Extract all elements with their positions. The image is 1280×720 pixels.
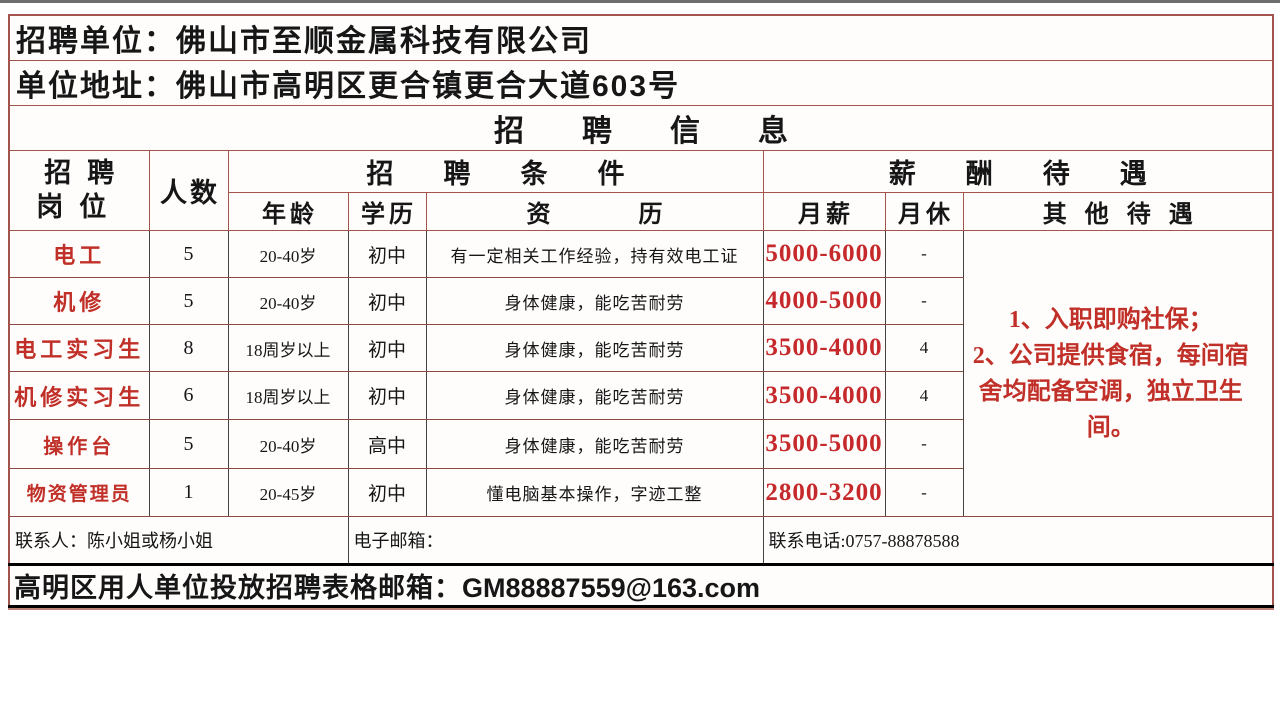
cell-experience: 身体健康，能吃苦耐劳 [425,277,764,325]
cell-position: 物资管理员 [8,468,150,517]
recruitment-table: 招聘单位：佛山市至顺金属科技有限公司 单位地址：佛山市高明区更合镇更合大道603… [8,14,1274,608]
cell-count: 6 [148,371,229,420]
cell-rest: - [884,419,964,469]
table-row: 操作台 5 20-40岁 高中 身体健康，能吃苦耐劳 3500-5000 - [8,419,1273,469]
cell-education: 初中 [347,371,427,420]
submit-email-address: GM88887559@163.com [462,573,761,603]
cell-count: 5 [148,419,229,469]
recruitment-sheet: 招聘单位：佛山市至顺金属科技有限公司 单位地址：佛山市高明区更合镇更合大道603… [8,14,1274,608]
cell-rest: - [884,468,964,517]
header-cell-position: 招聘岗位 [8,150,150,231]
contact-phone-cell: 联系电话:0757-88878588 [762,516,1274,565]
benefit-line-1: 1、入职即购社保； [1008,306,1213,333]
cell-experience: 懂电脑基本操作，字迹工整 [425,468,764,517]
cell-rest: 4 [884,324,964,372]
table-row: 电工实习生 8 18周岁以上 初中 身体健康，能吃苦耐劳 3500-4000 4 [8,324,1273,372]
address-suffix: 号 [648,70,681,103]
cell-education: 高中 [347,419,427,469]
table-row: 机修 5 20-40岁 初中 身体健康，能吃苦耐劳 4000-5000 - [8,277,1273,325]
cell-salary: 3500-4000 [762,324,886,372]
info-title-cell: 招聘信息 [8,105,1274,151]
header-cell-count: 人数 [148,150,229,231]
cell-salary: 5000-6000 [762,230,886,278]
cell-position: 机修实习生 [8,371,150,420]
cell-count: 5 [148,277,229,325]
benefits-cell: 1、入职即购社保； 2、公司提供食宿，每间宿舍均配备空调，独立卫生间。 [962,230,1274,517]
table-row: 电工 5 20-40岁 初中 有一定相关工作经验，持有效电工证 5000-600… [8,230,1274,517]
cell-education: 初中 [347,468,427,517]
cell-count: 1 [148,468,229,517]
cell-count: 8 [148,324,229,372]
unit-address-cell: 单位地址：佛山市高明区更合镇更合大道603号 [8,60,1274,106]
cell-salary: 3500-4000 [762,371,886,420]
cell-age: 18周岁以上 [227,324,349,372]
header-group-conditions: 招聘条件 [227,150,764,193]
cell-age: 18周岁以上 [227,371,349,420]
cell-age: 20-40岁 [227,277,349,325]
unit-address-text: 单位地址：佛山市高明区更合镇更合大道 [16,70,592,103]
cell-salary: 3500-5000 [762,419,886,469]
cell-education: 初中 [347,230,427,278]
table-row: 机修实习生 6 18周岁以上 初中 身体健康，能吃苦耐劳 3500-4000 4 [8,371,1273,420]
cell-position: 操作台 [8,419,150,469]
recruit-unit-text: 招聘单位：佛山市至顺金属科技有限公司 [16,25,592,58]
benefit-line-2: 2、公司提供食宿，每间宿舍均配备空调，独立卫生间。 [972,342,1249,441]
cell-education: 初中 [347,277,427,325]
cell-rest: 4 [884,371,964,420]
cell-age: 20-40岁 [227,230,349,278]
cell-experience: 身体健康，能吃苦耐劳 [425,419,764,469]
header-cell-monthly-salary: 月薪 [762,192,886,231]
cell-rest: - [884,230,964,278]
cell-experience: 身体健康，能吃苦耐劳 [425,324,764,372]
submit-email-cell: 高明区用人单位投放招聘表格邮箱：GM88887559@163.com [8,563,1274,608]
submit-email-label: 高明区用人单位投放招聘表格邮箱： [14,573,462,603]
header-cell-other-benefits: 其他待遇 [962,192,1274,231]
cell-salary: 4000-5000 [762,277,886,325]
header-cell-monthly-rest: 月休 [884,192,964,231]
info-title-text: 招聘信息 [494,115,846,148]
address-number: 603 [592,70,649,103]
header-cell-education: 学历 [347,192,427,231]
cell-education: 初中 [347,324,427,372]
table-row: 物资管理员 1 20-45岁 初中 懂电脑基本操作，字迹工整 2800-3200… [8,468,1273,517]
scan-artifact-line [0,0,1280,3]
header-group-salary: 薪酬待遇 [762,150,1274,193]
cell-salary: 2800-3200 [762,468,886,517]
header-cell-age: 年龄 [227,192,349,231]
cell-experience: 身体健康，能吃苦耐劳 [425,371,764,420]
cell-position: 电工 [8,230,150,278]
contact-person-cell: 联系人：陈小姐或杨小姐 [8,516,349,565]
cell-rest: - [884,277,964,325]
email-label-cell: 电子邮箱： [347,516,764,565]
cell-age: 20-45岁 [227,468,349,517]
cell-experience: 有一定相关工作经验，持有效电工证 [425,230,764,278]
cell-position: 机修 [8,277,150,325]
recruit-unit-cell: 招聘单位：佛山市至顺金属科技有限公司 [8,14,1274,61]
cell-age: 20-40岁 [227,419,349,469]
cell-position: 电工实习生 [8,324,150,372]
header-cell-experience: 资历 [425,192,764,231]
cell-count: 5 [148,230,229,278]
